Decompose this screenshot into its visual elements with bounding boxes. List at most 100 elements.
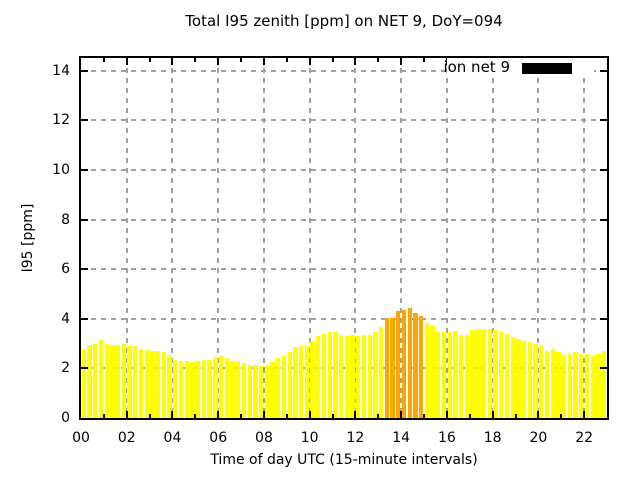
y-gridline	[81, 367, 607, 370]
bar	[184, 360, 189, 418]
y-tick-left	[81, 218, 88, 221]
bar	[561, 354, 567, 418]
y-tick-left	[81, 169, 88, 171]
x-tick-top	[354, 58, 357, 65]
bar	[379, 327, 384, 418]
bar	[258, 365, 264, 418]
x-tick-bottom	[308, 411, 311, 418]
bar	[213, 357, 218, 418]
x-tick-label: 06	[209, 430, 228, 446]
bar	[190, 362, 195, 418]
y-tick-right	[600, 317, 607, 320]
x-minor-tick-bottom	[240, 414, 243, 418]
bar	[584, 353, 590, 418]
x-tick-label: 20	[529, 430, 548, 446]
bar	[81, 348, 86, 418]
x-gridline	[171, 58, 174, 418]
bar	[481, 328, 487, 418]
x-tick-top	[308, 58, 311, 65]
x-tick-bottom	[583, 411, 586, 418]
x-tick-label: 04	[163, 430, 182, 446]
x-gridline	[400, 58, 403, 418]
bar	[156, 351, 161, 418]
x-minor-tick-bottom	[102, 414, 105, 418]
bar	[104, 343, 109, 418]
x-minor-tick-top	[194, 58, 197, 62]
bar	[350, 334, 355, 418]
bar	[270, 362, 275, 418]
bar	[533, 343, 538, 418]
x-minor-tick-bottom	[331, 414, 334, 418]
y-tick-right	[600, 69, 607, 72]
x-tick-label: 02	[117, 430, 136, 446]
y-tick-label: 0	[61, 410, 70, 426]
bar	[167, 356, 172, 418]
bar	[93, 343, 98, 418]
y-tick-left	[81, 268, 88, 271]
x-tick-bottom	[537, 411, 540, 418]
y-tick-left	[81, 119, 88, 122]
bar	[241, 363, 247, 418]
y-tick-label: 6	[61, 261, 70, 278]
bar	[236, 360, 241, 418]
bar	[338, 334, 344, 418]
chart-title: Total I95 zenith [ppm] on NET 9, DoY=094	[185, 12, 503, 30]
bar	[230, 360, 235, 418]
bar	[453, 331, 458, 418]
y-tick-left	[81, 317, 88, 320]
x-tick-label: 14	[392, 430, 411, 446]
x-axis-title: Time of day UTC (15-minute intervals)	[210, 452, 478, 468]
bar	[110, 344, 115, 418]
bar	[207, 359, 212, 418]
y-tick-label: 2	[61, 360, 70, 377]
x-tick-top	[445, 58, 448, 65]
x-tick-bottom	[354, 411, 357, 418]
bar	[510, 337, 515, 418]
x-minor-tick-bottom	[148, 414, 151, 418]
y-tick-label: 10	[52, 162, 70, 178]
bar	[579, 353, 584, 418]
bar	[601, 351, 607, 418]
bar	[138, 348, 144, 418]
bar	[98, 339, 104, 418]
x-tick-label: 08	[255, 430, 273, 446]
x-minor-tick-bottom	[423, 414, 426, 418]
y-tick-right	[600, 268, 607, 271]
legend-label: ion net 9	[443, 58, 510, 76]
bar	[544, 351, 550, 418]
x-minor-tick-bottom	[468, 414, 471, 418]
bar	[87, 344, 92, 418]
x-tick-bottom	[125, 411, 128, 418]
x-minor-tick-top	[148, 58, 151, 62]
bar	[367, 334, 372, 418]
y-tick-label: 14	[52, 62, 70, 79]
x-tick-top	[125, 58, 128, 65]
x-gridline	[583, 58, 586, 418]
bar	[487, 328, 492, 418]
bar	[516, 338, 521, 418]
x-minor-tick-bottom	[514, 414, 517, 418]
bar-highlighted	[390, 317, 395, 418]
x-tick-bottom	[171, 411, 174, 418]
bar	[218, 356, 224, 418]
x-gridline	[491, 58, 494, 418]
bar	[470, 329, 475, 418]
x-tick-top	[217, 58, 220, 65]
x-tick-label: 18	[483, 430, 502, 446]
bar	[464, 334, 470, 418]
y-gridline	[81, 119, 607, 122]
x-tick-bottom	[445, 411, 448, 418]
bar	[196, 360, 201, 418]
bar-highlighted	[384, 317, 390, 418]
bar	[333, 332, 338, 418]
bar	[116, 344, 121, 418]
y-tick-label: 8	[61, 211, 70, 228]
bar	[539, 346, 544, 418]
x-gridline	[537, 58, 540, 418]
x-minor-tick-top	[102, 58, 105, 62]
y-tick-right	[600, 119, 607, 122]
y-tick-left	[81, 69, 88, 72]
y-tick-right	[600, 367, 607, 370]
bar	[441, 332, 447, 418]
x-tick-label: 12	[346, 430, 365, 446]
